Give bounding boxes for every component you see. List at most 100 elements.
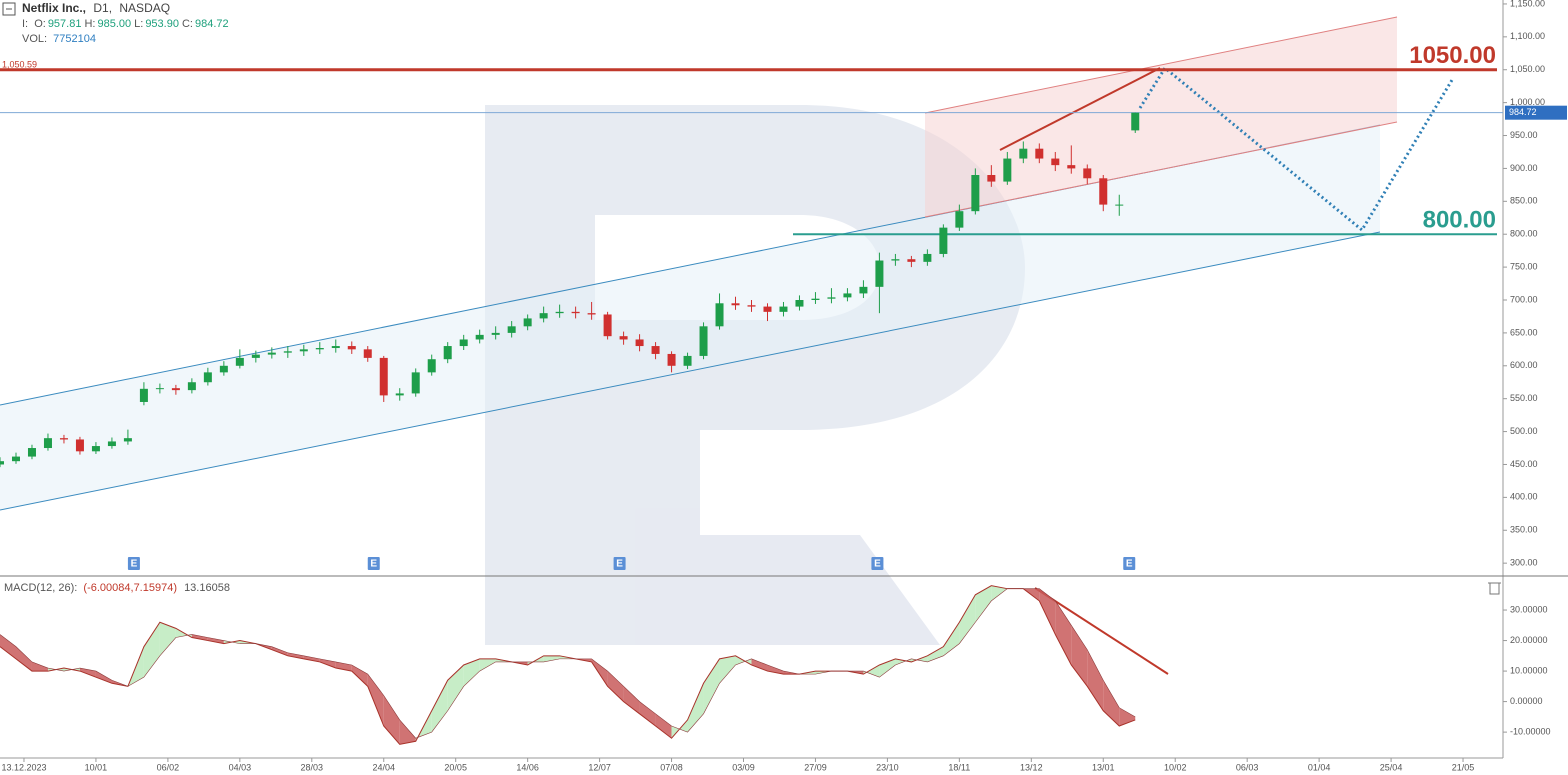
candle-body: [827, 297, 836, 299]
y-tick-label: 1,150.00: [1510, 0, 1545, 8]
y-tick-label: 1,100.00: [1510, 31, 1545, 41]
candle-body: [299, 349, 308, 352]
candle-body: [651, 346, 660, 354]
ohlc-key: O:: [34, 18, 46, 30]
ohlc-prefix: I:: [22, 18, 28, 30]
y-tick-label: 350.00: [1510, 525, 1538, 535]
y-tick-label: 30.00000: [1510, 604, 1548, 614]
macd-fill: [287, 652, 304, 659]
candle-body: [475, 334, 484, 340]
candle-body: [91, 446, 100, 452]
candle-body: [875, 260, 884, 287]
ohlc-key: C:: [182, 18, 193, 30]
earnings-label: E: [131, 559, 138, 570]
candle-body: [1067, 165, 1076, 169]
macd-fill: [943, 622, 960, 656]
macd-fill: [687, 683, 704, 733]
candle-body: [123, 438, 132, 442]
candle-body: [459, 339, 468, 347]
ohlc-value: 984.72: [195, 18, 229, 30]
header-line: Netflix Inc., D1, NASDAQ: [22, 1, 170, 15]
collapse-button[interactable]: [2, 2, 16, 16]
candle-body: [1019, 148, 1028, 159]
macd-fill: [863, 664, 880, 678]
x-tick-label: 14/06: [516, 762, 539, 772]
y-tick-label: 850.00: [1510, 196, 1538, 206]
trend-line: [999, 67, 1161, 151]
earnings-label: E: [616, 559, 623, 570]
y-tick-label: 700.00: [1510, 294, 1538, 304]
macd-trend-line: [1034, 587, 1169, 675]
candle-body: [11, 456, 20, 462]
macd-line: [0, 588, 1136, 739]
candle-body: [571, 311, 580, 314]
y-tick-label: -10.00000: [1510, 726, 1551, 736]
x-tick-label: 13.12.2023: [1, 762, 46, 772]
x-tick-label: 01/04: [1308, 762, 1331, 772]
macd-fill: [143, 622, 160, 678]
macd-fill: [479, 658, 496, 672]
delete-icon-body: [1489, 582, 1500, 595]
macd-fill: [351, 664, 368, 687]
level-label: 1050.00: [1409, 42, 1496, 69]
candle-body: [699, 326, 708, 356]
symbol: Netflix Inc.,: [22, 1, 86, 15]
macd-readout: (-6.00084,7.15974): [83, 582, 177, 594]
candle-body: [539, 313, 548, 319]
candle-body: [811, 298, 820, 300]
channel-line: [924, 16, 1398, 114]
macd-fill: [703, 658, 720, 714]
x-tick-label: 06/02: [157, 762, 180, 772]
candle-body: [619, 336, 628, 340]
x-tick-label: 03/09: [732, 762, 755, 772]
volume-key: VOL:: [22, 33, 47, 45]
macd-fill: [751, 658, 768, 672]
candle-body: [75, 439, 84, 452]
y-tick-label: 450.00: [1510, 459, 1538, 469]
macd-fill: [159, 622, 176, 656]
macd-fill: [367, 674, 384, 727]
candle-body: [219, 365, 228, 373]
macd-fill: [975, 585, 992, 623]
volume-value: 7752104: [53, 33, 96, 45]
candle-body: [955, 211, 964, 228]
ohlc-value: 953.90: [145, 18, 179, 30]
macd-fill: [639, 701, 656, 727]
candle-body: [43, 438, 52, 449]
delete-icon[interactable]: [1488, 582, 1501, 595]
y-tick-label: 950.00: [1510, 130, 1538, 140]
y-tick-label: 650.00: [1510, 327, 1538, 337]
macd-fill: [959, 594, 976, 644]
channel-line: [0, 231, 1381, 511]
y-tick-label: 750.00: [1510, 261, 1538, 271]
candle-body: [187, 382, 196, 391]
macd-fill: [463, 658, 480, 687]
macd-fill: [383, 695, 400, 745]
macd-fill: [191, 634, 208, 641]
candle-body: [971, 175, 980, 212]
channel-fill: [925, 17, 1397, 217]
macd-fill: [1087, 649, 1104, 711]
x-tick-label: 12/07: [588, 762, 611, 772]
volume-line: VOL: 7752104: [22, 33, 96, 45]
y-tick-label: 0.00000: [1510, 696, 1543, 706]
x-tick-label: 10/02: [1164, 762, 1187, 772]
macd-fill: [0, 634, 16, 659]
candle-body: [1035, 148, 1044, 159]
candle-body: [907, 259, 916, 262]
candle-body: [555, 311, 564, 314]
macd-readout: 13.16058: [184, 582, 230, 594]
channel-line: [924, 121, 1398, 218]
candle-body: [395, 393, 404, 396]
candle-body: [939, 227, 948, 254]
earnings-marker: [871, 557, 884, 570]
earnings-label: E: [874, 559, 881, 570]
macd-fill: [431, 680, 448, 733]
y-tick-label: 550.00: [1510, 393, 1538, 403]
earnings-marker: [1123, 557, 1136, 570]
macd-fill: [399, 719, 416, 745]
candle-body: [923, 253, 932, 262]
candle-body: [363, 349, 372, 358]
